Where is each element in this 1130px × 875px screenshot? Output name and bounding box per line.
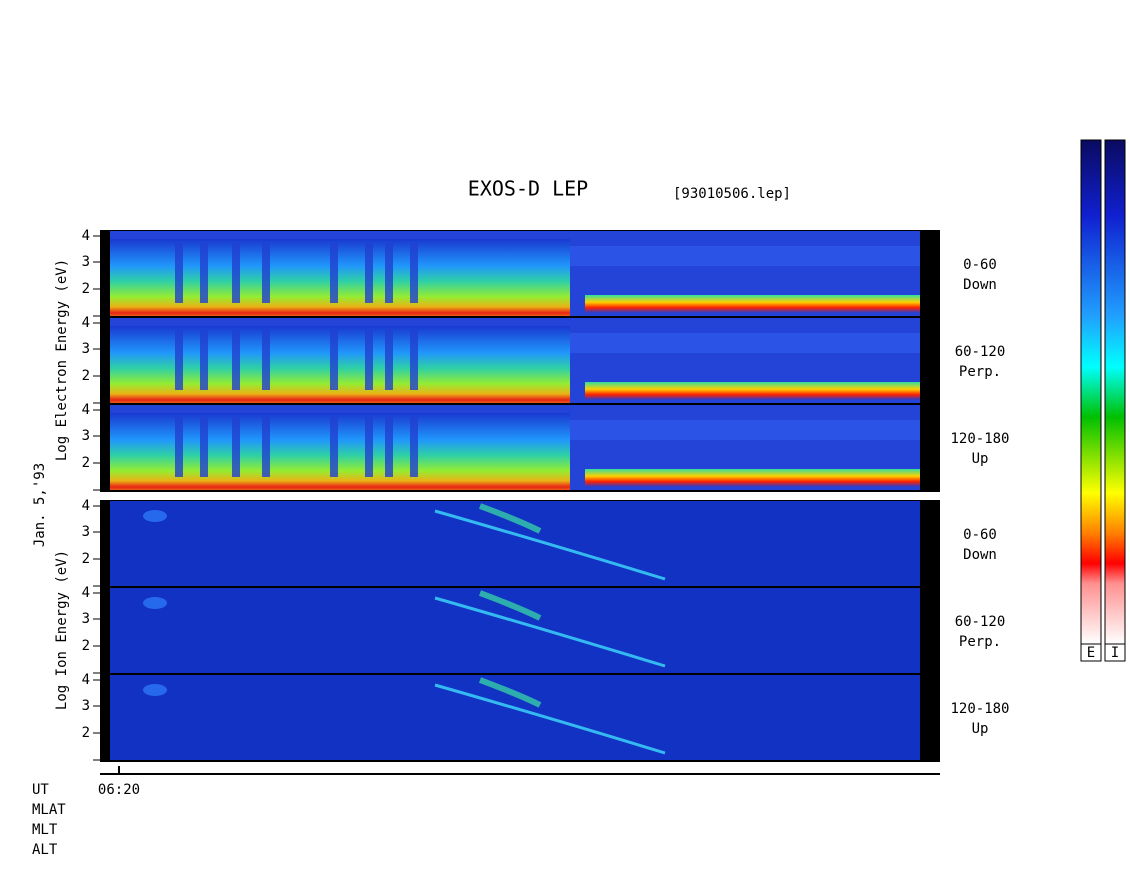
colorbar-label: E	[1087, 645, 1095, 661]
date-label: Jan. 5,'93	[32, 463, 48, 547]
spectrogram-gap	[262, 243, 270, 303]
spectrogram-gap	[330, 330, 338, 390]
spectrogram-band	[110, 326, 570, 403]
black-strip	[920, 405, 940, 491]
spectrogram-gap	[232, 330, 240, 390]
spectrogram-gap	[175, 330, 183, 390]
time-tick-label: 06:20	[98, 782, 140, 798]
time-row-label: MLAT	[32, 802, 66, 818]
spectrogram-gap	[232, 417, 240, 477]
spectrogram-gap	[385, 243, 393, 303]
y-tick-label: 3	[82, 611, 90, 627]
spectrogram-wash	[570, 333, 920, 353]
spectrogram	[110, 501, 920, 586]
y-tick-label: 3	[82, 341, 90, 357]
spectrogram-blob	[143, 510, 167, 522]
spectrogram-gap	[365, 243, 373, 303]
file-name: [93010506.lep]	[673, 186, 791, 202]
spectrogram-blob	[143, 684, 167, 696]
y-tick-label: 2	[82, 725, 90, 741]
spectrogram-stripe	[585, 295, 920, 313]
colorbar-label-box	[1080, 643, 1102, 662]
y-tick-label: 3	[82, 428, 90, 444]
y-tick-label: 4	[82, 402, 90, 418]
black-strip	[920, 501, 940, 587]
y-tick-label: 4	[82, 228, 90, 244]
black-strip	[920, 231, 940, 317]
panel-direction: Perp.	[959, 364, 1001, 380]
panel-range: 0-60	[963, 257, 997, 273]
panel-range: 120-180	[950, 431, 1009, 447]
spectrogram-gap	[200, 417, 208, 477]
spectrogram-streak	[434, 509, 666, 581]
y-tick-label: 4	[82, 672, 90, 688]
spectrogram-gap	[175, 417, 183, 477]
spectrogram-blob	[143, 597, 167, 609]
spectrogram-band	[110, 413, 570, 490]
time-row-label: UT	[32, 782, 49, 798]
y-tick-label: 2	[82, 551, 90, 567]
spectrogram-gap	[175, 243, 183, 303]
spectrogram-gap	[365, 417, 373, 477]
spectrogram-gap	[262, 417, 270, 477]
spectrogram-streak	[478, 590, 542, 621]
colorbar	[1080, 139, 1102, 645]
y-tick-label: 3	[82, 698, 90, 714]
spectrogram-gap	[232, 243, 240, 303]
spectrogram-gap	[410, 330, 418, 390]
y-tick-label: 3	[82, 254, 90, 270]
spectrogram-gap	[410, 417, 418, 477]
spectrogram	[110, 588, 920, 673]
y-tick-label: 2	[82, 638, 90, 654]
spectrogram-streak	[434, 596, 666, 668]
spectrogram-streak	[478, 677, 542, 708]
y-tick-label: 2	[82, 455, 90, 471]
panel-direction: Down	[963, 547, 997, 563]
spectrogram-stripe	[585, 382, 920, 400]
spectrogram-gap	[200, 243, 208, 303]
panel-range: 0-60	[963, 527, 997, 543]
title: EXOS-D LEP	[468, 177, 588, 201]
panel-direction: Down	[963, 277, 997, 293]
axis-label: Log Electron Energy (eV)	[54, 259, 70, 461]
time-row-label: MLT	[32, 822, 58, 838]
panel-direction: Up	[972, 721, 989, 737]
spectrogram-gap	[330, 243, 338, 303]
spectrogram-gap	[262, 330, 270, 390]
y-tick-label: 2	[82, 281, 90, 297]
black-strip	[920, 588, 940, 674]
panel-range: 120-180	[950, 701, 1009, 717]
spectrogram-streak	[478, 503, 542, 534]
colorbar-label-box	[1104, 643, 1126, 662]
axis-label: Log Ion Energy (eV)	[54, 550, 70, 710]
spectrogram-gap	[385, 330, 393, 390]
panel-range: 60-120	[955, 344, 1006, 360]
spectrogram-gap	[330, 417, 338, 477]
black-strip	[920, 675, 940, 761]
panel-range: 60-120	[955, 614, 1006, 630]
spectrogram-gap	[385, 417, 393, 477]
time-row-label: ALT	[32, 842, 58, 858]
panel-direction: Perp.	[959, 634, 1001, 650]
colorbar	[1104, 139, 1126, 645]
spectrogram-gap	[200, 330, 208, 390]
spectrogram-gap	[410, 243, 418, 303]
colorbar-label: I	[1111, 645, 1119, 661]
y-tick-label: 4	[82, 315, 90, 331]
y-tick-label: 3	[82, 524, 90, 540]
spectrogram	[110, 675, 920, 760]
spectrogram-gap	[365, 330, 373, 390]
spectrogram-stripe	[585, 469, 920, 487]
black-strip	[920, 318, 940, 404]
spectrogram-band	[110, 239, 570, 316]
panel-direction: Up	[972, 451, 989, 467]
y-tick-label: 4	[82, 585, 90, 601]
spectrogram-wash	[570, 420, 920, 440]
spectrogram-streak	[434, 683, 666, 755]
y-tick-label: 4	[82, 498, 90, 514]
spectrogram-wash	[570, 246, 920, 266]
y-tick-label: 2	[82, 368, 90, 384]
